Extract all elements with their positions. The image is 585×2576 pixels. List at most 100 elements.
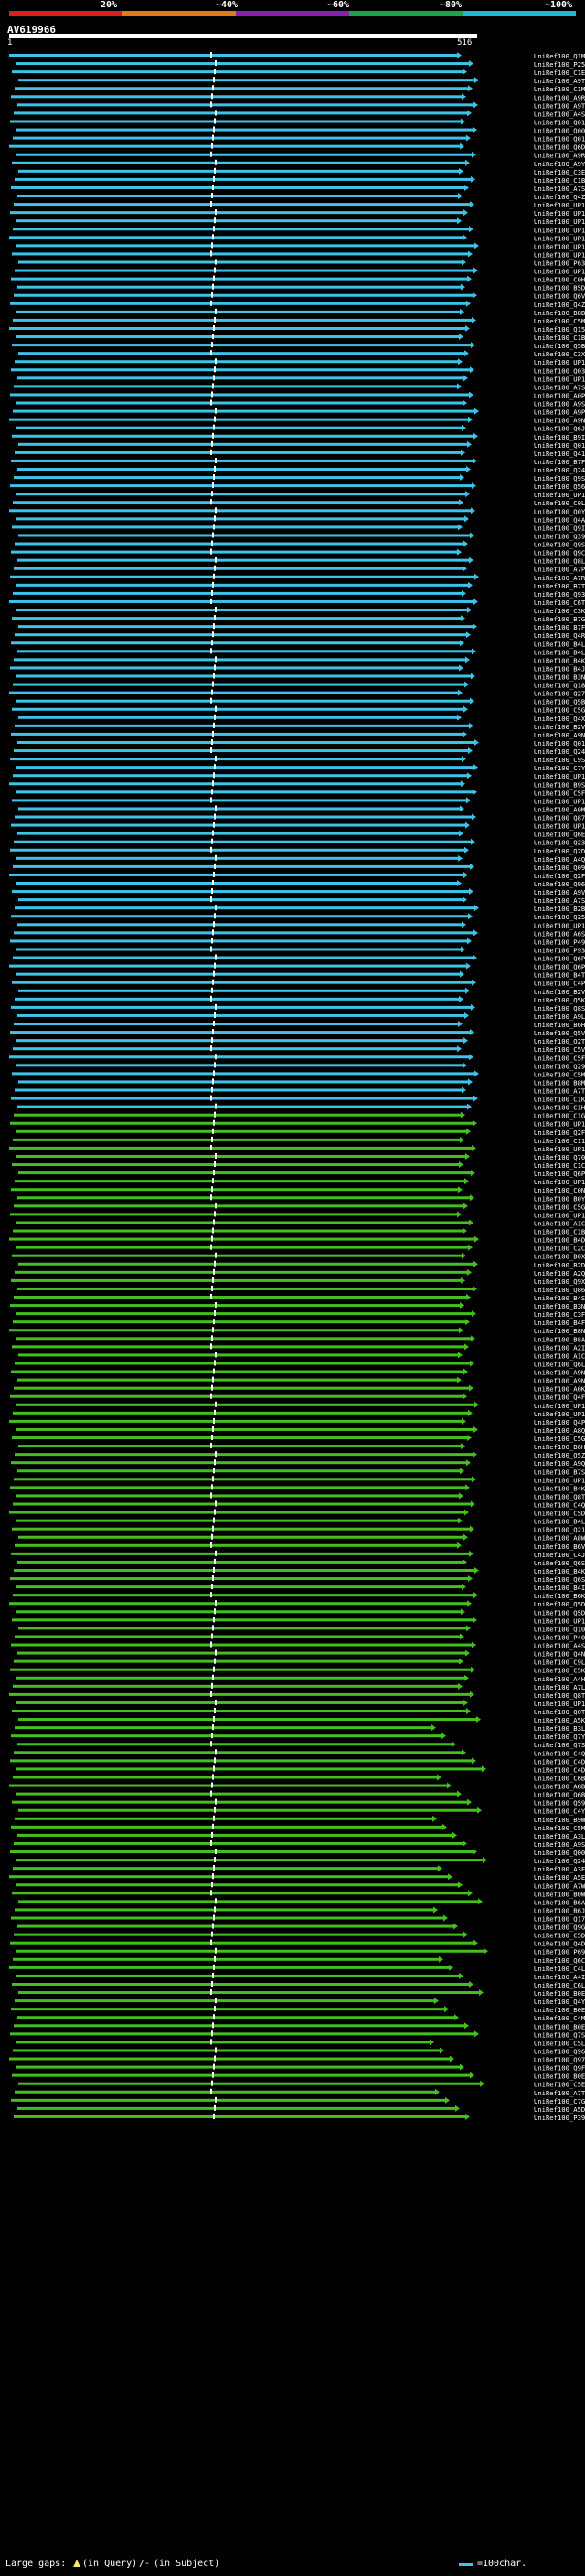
hit-label[interactable]: UniRef100_C1H819 <box>534 1104 585 1112</box>
hit-label[interactable]: UniRef100_UP1000... <box>534 209 585 217</box>
hit-row[interactable]: UniRef100_Q4DTN2 <box>10 1939 585 1948</box>
hit-label[interactable]: UniRef100_UP1000... <box>534 201 585 209</box>
hit-row[interactable]: UniRef100_A9LST1 <box>17 1012 585 1021</box>
hit-row[interactable]: UniRef100_P63244 <box>18 259 585 268</box>
hit-label[interactable]: UniRef100_C6B8Y5 <box>534 1774 585 1782</box>
hit-label[interactable]: UniRef100_A4QVS1 <box>534 855 585 864</box>
hit-label[interactable]: UniRef100_UP1000... <box>534 242 585 250</box>
hit-row[interactable]: UniRef100_A1CIN8 <box>18 1352 585 1360</box>
hit-row[interactable]: UniRef100_C5DLB8 <box>9 1509 585 1518</box>
hit-row[interactable]: UniRef100_B3N6P5 <box>16 673 585 682</box>
hit-row[interactable]: UniRef100_Q24076 <box>17 466 585 474</box>
hit-label[interactable]: UniRef100_A4HH19 <box>534 1675 585 1683</box>
hit-row[interactable]: UniRef100_A9RL45 <box>11 93 585 101</box>
hit-label[interactable]: UniRef100_Q93134 <box>534 590 585 599</box>
hit-label[interactable]: UniRef100_A4S8Y2 <box>534 1642 585 1650</box>
hit-label[interactable]: UniRef100_A0P1N7 <box>534 391 585 399</box>
hit-label[interactable]: UniRef100_A1CIN8 <box>534 1352 585 1360</box>
hit-label[interactable]: UniRef100_A9TLL0 <box>534 101 585 110</box>
hit-label[interactable]: UniRef100_A1CN29 <box>534 1219 585 1227</box>
hit-label[interactable]: UniRef100_P40800 <box>534 1633 585 1641</box>
hit-row[interactable]: UniRef100_Q5ZGE9 <box>15 1451 585 1459</box>
hit-label[interactable]: UniRef100_Q29MB0 <box>534 1062 585 1070</box>
hit-row[interactable]: UniRef100_B4LCS2 <box>16 1517 585 1526</box>
hit-row[interactable]: UniRef100_B4K3F2 <box>14 1566 585 1575</box>
hit-label[interactable]: UniRef100_A4S0H8 <box>534 110 585 118</box>
hit-label[interactable]: UniRef100_C4YTI4 <box>534 1807 585 1816</box>
hit-row[interactable]: UniRef100_Q01369 <box>17 738 585 747</box>
hit-label[interactable]: UniRef100_A9N615 <box>534 731 585 739</box>
hit-row[interactable]: UniRef100_Q01897 <box>10 118 585 126</box>
hit-label[interactable]: UniRef100_P69103 <box>534 1948 585 1956</box>
hit-row[interactable]: UniRef100_Q7YST8 <box>11 1733 585 1741</box>
hit-row[interactable]: UniRef100_B4DXE2 <box>9 1235 585 1245</box>
hit-label[interactable]: UniRef100_Q5DDS4 <box>534 1600 585 1608</box>
hit-label[interactable]: UniRef100_C1MZ08 <box>534 85 585 93</box>
hit-label[interactable]: UniRef100_Q5B6G9 <box>534 342 585 350</box>
hit-row[interactable]: UniRef100_A9QGB5 <box>11 1459 585 1468</box>
hit-row[interactable]: UniRef100_B4IZB6 <box>16 1584 585 1592</box>
hit-row[interactable]: UniRef100_A9TLL0 <box>17 101 585 110</box>
hit-row[interactable]: UniRef100_Q5B6G9 <box>12 342 585 350</box>
hit-row[interactable]: UniRef100_B6J6A2 <box>15 1906 585 1914</box>
hit-row[interactable]: UniRef100_Q9X4Y2 <box>11 1277 585 1286</box>
hit-row[interactable]: UniRef100_UP1000... <box>15 1178 585 1186</box>
hit-label[interactable]: UniRef100_Q4Y3U0 <box>534 1998 585 2006</box>
hit-label[interactable]: UniRef100_Q4Z248 <box>534 193 585 201</box>
hit-label[interactable]: UniRef100_B6KBC2 <box>534 1592 585 1600</box>
hit-label[interactable]: UniRef100_Q7S3S3 <box>534 2030 585 2039</box>
hit-row[interactable]: UniRef100_Q59546 <box>12 1798 585 1807</box>
hit-label[interactable]: UniRef100_B0EE32 <box>534 2072 585 2081</box>
hit-row[interactable]: UniRef100_C7GWQ4 <box>11 2096 585 2105</box>
hit-label[interactable]: UniRef100_P63244 <box>534 260 585 268</box>
hit-row[interactable]: UniRef100_UP1000... <box>16 1401 585 1410</box>
hit-row[interactable]: UniRef100_Q0TTE9 <box>12 1708 585 1716</box>
hit-label[interactable]: UniRef100_UP1000... <box>534 772 585 780</box>
hit-row[interactable]: UniRef100_Q8L4F2 <box>17 557 585 566</box>
hit-row[interactable]: UniRef100_Q2TA57 <box>16 1037 585 1045</box>
hit-label[interactable]: UniRef100_Q4RMT5 <box>534 631 585 640</box>
hit-row[interactable]: UniRef100_Q41058 <box>15 449 585 458</box>
hit-row[interactable]: UniRef100_C4PG27 <box>12 979 585 988</box>
hit-row[interactable]: UniRef100_B9SU88 <box>9 780 585 789</box>
hit-row[interactable]: UniRef100_B6KBC2 <box>13 1592 585 1600</box>
hit-label[interactable]: UniRef100_B7G305 <box>534 615 585 623</box>
hit-label[interactable]: UniRef100_A2QHA6 <box>534 1269 585 1277</box>
hit-row[interactable]: UniRef100_B4SU21 <box>14 1294 585 1302</box>
hit-label[interactable]: UniRef100_UP1000... <box>534 1178 585 1186</box>
hit-label[interactable]: UniRef100_C7GWQ4 <box>534 2097 585 2105</box>
hit-row[interactable]: UniRef100_A7TSL1 <box>15 2088 585 2097</box>
hit-row[interactable]: UniRef100_UP1000... <box>17 921 585 929</box>
hit-label[interactable]: UniRef100_C4PG27 <box>534 980 585 988</box>
hit-row[interactable]: UniRef100_C3XQF5 <box>18 350 585 358</box>
hit-row[interactable]: UniRef100_B0YAS0 <box>17 1194 585 1203</box>
hit-label[interactable]: UniRef100_Q179P0 <box>534 1915 585 1924</box>
hit-row[interactable]: UniRef100_A4I112 <box>16 1972 585 1981</box>
hit-label[interactable]: UniRef100_B6V5U1 <box>534 1542 585 1551</box>
hit-row[interactable]: UniRef100_Q24042 <box>16 1857 585 1865</box>
hit-label[interactable]: UniRef100_B8MBK5 <box>534 1078 585 1087</box>
hit-label[interactable]: UniRef100_Q01164 <box>534 135 585 143</box>
hit-label[interactable]: UniRef100_C4JRS6 <box>534 1551 585 1559</box>
hit-label[interactable]: UniRef100_Q23VJ3 <box>534 839 585 847</box>
hit-label[interactable]: UniRef100_C5GE33 <box>534 1203 585 1211</box>
hit-row[interactable]: UniRef100_B2VDC3 <box>18 987 585 996</box>
hit-label[interactable]: UniRef100_B4SU21 <box>534 1294 585 1302</box>
hit-row[interactable]: UniRef100_B4JE10 <box>10 664 585 673</box>
hit-row[interactable]: UniRef100_Q39336 <box>18 532 585 540</box>
hit-row[interactable]: UniRef100_UP1000... <box>13 226 585 234</box>
hit-label[interactable]: UniRef100_Q96654 <box>534 2047 585 2055</box>
hit-row[interactable]: UniRef100_B0X0Y1 <box>12 1252 585 1261</box>
hit-row[interactable]: UniRef100_Q7S023 <box>17 1741 585 1749</box>
hit-row[interactable]: UniRef100_C3E2R1 <box>18 167 585 176</box>
hit-label[interactable]: UniRef100_C0H7C0 <box>534 276 585 284</box>
hit-row[interactable]: UniRef100_P49026 <box>10 938 585 946</box>
hit-label[interactable]: UniRef100_A8Q1C2 <box>534 1426 585 1435</box>
hit-label[interactable]: UniRef100_A9TNV3 <box>534 77 585 85</box>
hit-label[interactable]: UniRef100_Q7YST8 <box>534 1733 585 1741</box>
hit-label[interactable]: UniRef100_B4K3F2 <box>534 1567 585 1575</box>
hit-label[interactable]: UniRef100_B0YAS0 <box>534 1194 585 1203</box>
hit-row[interactable]: UniRef100_A9PR26 <box>13 408 585 417</box>
hit-row[interactable]: UniRef100_C5LYR0 <box>16 2039 585 2047</box>
hit-row[interactable]: UniRef100_Q1MLW3 <box>9 52 585 60</box>
